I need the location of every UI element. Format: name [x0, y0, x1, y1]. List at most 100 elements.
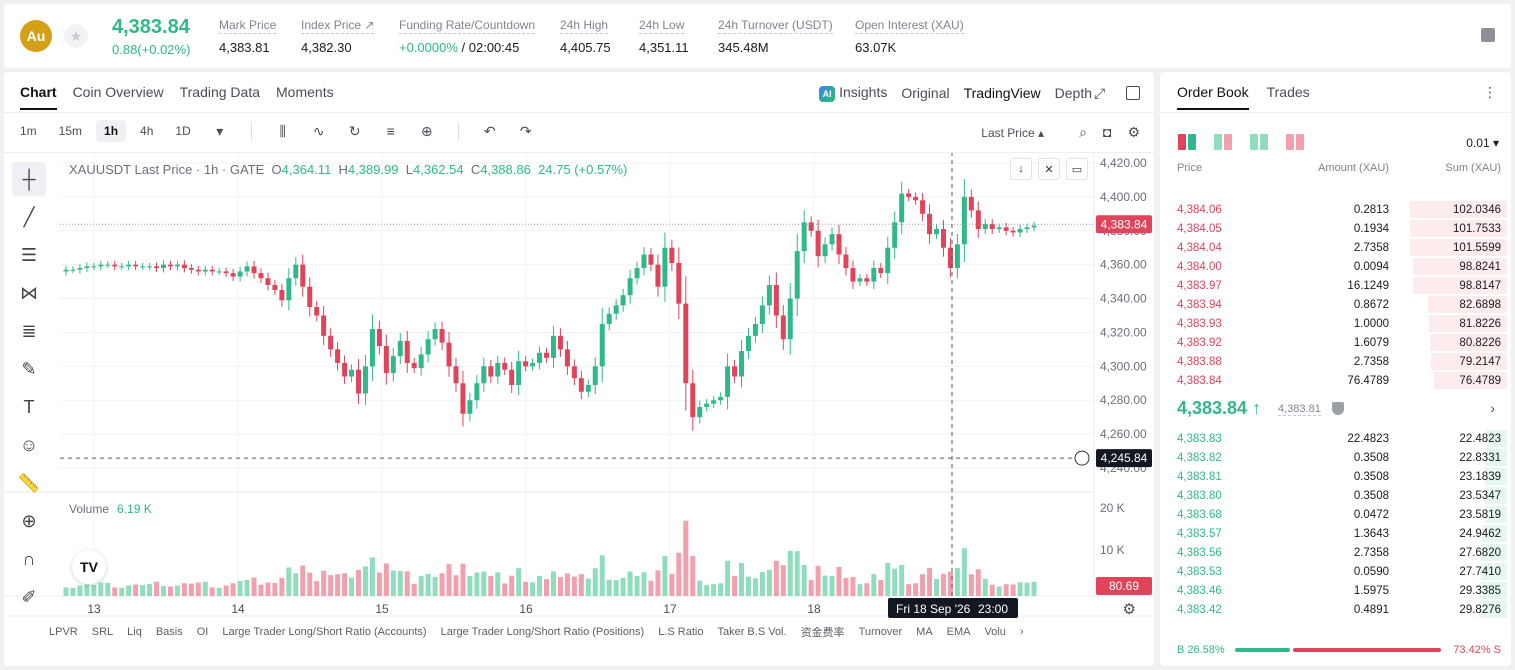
- tab-chart[interactable]: Chart: [20, 84, 57, 110]
- zoom-in-icon[interactable]: ⊕: [21, 510, 37, 531]
- ask-row[interactable]: 4,384.06 0.2813 102.0346: [1160, 200, 1511, 219]
- chart-settings-icon[interactable]: ⚙: [1122, 601, 1136, 618]
- tab-order-book[interactable]: Order Book: [1177, 84, 1249, 110]
- window-icon[interactable]: [1126, 86, 1140, 100]
- emoji-icon[interactable]: ☺: [19, 434, 39, 455]
- tab-moments[interactable]: Moments: [276, 84, 334, 100]
- indicator-ls-ratio[interactable]: L.S Ratio: [658, 626, 704, 638]
- candle-body: [864, 278, 870, 282]
- candles-icon[interactable]: ⫼: [279, 122, 286, 139]
- ask-row[interactable]: 4,383.97 16.1249 98.8147: [1160, 276, 1511, 295]
- refresh-icon[interactable]: ↻: [348, 122, 361, 139]
- bid-row[interactable]: 4,383.82 0.3508 22.8331: [1160, 448, 1511, 467]
- ruler-icon[interactable]: 📏: [17, 472, 41, 493]
- ask-row[interactable]: 4,383.84 76.4789 76.4789: [1160, 371, 1511, 390]
- precision-select[interactable]: 0.01 ▾: [1466, 136, 1499, 150]
- indicator-volume[interactable]: Volu: [984, 626, 1006, 638]
- fib-icon[interactable]: ≣: [21, 320, 37, 341]
- bid-row[interactable]: 4,383.68 0.0472 23.5819: [1160, 505, 1511, 524]
- stat-funding-rate[interactable]: Funding Rate/Countdown +0.0000% / 02:00:…: [399, 18, 536, 55]
- timeframe-1h[interactable]: 1h: [96, 120, 127, 142]
- timeframe-4h[interactable]: 4h: [140, 124, 154, 138]
- chevron-down-icon[interactable]: ▾: [216, 122, 224, 139]
- favorite-star-icon[interactable]: ★: [64, 24, 88, 48]
- indicator-basis[interactable]: Basis: [155, 626, 183, 638]
- indicator-lpvr[interactable]: LPVR: [49, 626, 78, 638]
- undo-icon[interactable]: ↶: [483, 122, 496, 139]
- bid-row[interactable]: 4,383.42 0.4891 29.8276: [1160, 600, 1511, 619]
- bid-row[interactable]: 4,383.81 0.3508 23.1839: [1160, 467, 1511, 486]
- search-icon[interactable]: ⌕: [1079, 124, 1087, 140]
- tab-trading-data[interactable]: Trading Data: [179, 84, 261, 100]
- indicator-oi[interactable]: OI: [196, 626, 209, 638]
- indicator-turnover[interactable]: Turnover: [858, 626, 903, 638]
- price-chart[interactable]: 4,420.004,400.004,380.004,360.004,340.00…: [4, 72, 1154, 666]
- tab-tradingview[interactable]: TradingView: [963, 85, 1041, 101]
- indicator-srl[interactable]: SRL: [91, 626, 114, 638]
- layout-bids-icon[interactable]: [1250, 134, 1268, 150]
- tab-coin-overview[interactable]: Coin Overview: [72, 84, 164, 100]
- gear-icon[interactable]: ⚙: [1127, 124, 1140, 140]
- stat-index-price[interactable]: Index Price ↗ 4,382.30: [301, 18, 375, 55]
- expand-icon[interactable]: ⤢: [1094, 85, 1106, 101]
- bid-row[interactable]: 4,383.80 0.3508 23.5347: [1160, 486, 1511, 505]
- horizontal-lines-icon[interactable]: ☰: [20, 244, 38, 265]
- layout-both-icon[interactable]: [1178, 134, 1196, 150]
- ask-row[interactable]: 4,383.88 2.7358 79.2147: [1160, 352, 1511, 371]
- ask-row[interactable]: 4,384.04 2.7358 101.5599: [1160, 238, 1511, 257]
- brush-icon[interactable]: ✎: [21, 358, 37, 379]
- redo-icon[interactable]: ↷: [519, 122, 532, 139]
- layout-mixed-icon[interactable]: [1214, 134, 1232, 150]
- magnet-icon[interactable]: ∩: [22, 548, 36, 569]
- ask-row[interactable]: 4,383.93 1.0000 81.8226: [1160, 314, 1511, 333]
- indicator-ma[interactable]: MA: [916, 626, 933, 638]
- bid-row[interactable]: 4,383.53 0.0590 27.7410: [1160, 562, 1511, 581]
- tradingview-logo-icon[interactable]: TV: [72, 550, 106, 584]
- bid-row[interactable]: 4,383.57 1.3643 24.9462: [1160, 524, 1511, 543]
- tab-original[interactable]: Original: [901, 85, 950, 101]
- maximize-icon[interactable]: ▭: [1066, 158, 1088, 180]
- tab-insights[interactable]: AI Insights: [819, 84, 887, 102]
- timeframe-1m[interactable]: 1m: [20, 124, 37, 138]
- volume-bar: [307, 572, 313, 596]
- more-icon[interactable]: ⋮: [1483, 84, 1497, 100]
- collapse-icon[interactable]: ✕: [1038, 158, 1060, 180]
- camera-icon[interactable]: ◘: [1102, 124, 1112, 140]
- indicators-icon[interactable]: ∿: [312, 122, 325, 139]
- chevron-right-icon[interactable]: ›: [1019, 626, 1024, 638]
- last-price-select[interactable]: Last Price ▴: [981, 126, 1044, 140]
- candle-body: [523, 361, 529, 367]
- indicator-lt-positions[interactable]: Large Trader Long/Short Ratio (Positions…: [440, 626, 645, 638]
- timeframe-1d[interactable]: 1D: [175, 124, 191, 138]
- crosshair-icon[interactable]: ┼: [12, 162, 46, 196]
- chevron-right-icon[interactable]: ›: [1490, 400, 1495, 416]
- info-book-icon[interactable]: [1481, 28, 1495, 42]
- indicator-lt-accounts[interactable]: Large Trader Long/Short Ratio (Accounts): [222, 626, 427, 638]
- bid-amount: 22.4823: [1347, 432, 1389, 445]
- layout-asks-icon[interactable]: [1286, 134, 1304, 150]
- indicator-funding-rate[interactable]: 资金费率: [800, 627, 845, 639]
- ask-row[interactable]: 4,384.00 0.0094 98.8241: [1160, 257, 1511, 276]
- timeframe-15m[interactable]: 15m: [58, 124, 83, 138]
- bid-row[interactable]: 4,383.46 1.5975 29.3385: [1160, 581, 1511, 600]
- bid-row[interactable]: 4,383.83 22.4823 22.4823: [1160, 429, 1511, 448]
- stat-mark-price[interactable]: Mark Price 4,383.81: [219, 18, 277, 55]
- indicator-liq[interactable]: Liq: [127, 626, 142, 638]
- tab-trades[interactable]: Trades: [1266, 84, 1310, 100]
- add-alert-icon[interactable]: ⊕: [420, 122, 433, 139]
- ask-row[interactable]: 4,383.94 0.8672 82.6898: [1160, 295, 1511, 314]
- ask-price: 4,383.88: [1177, 355, 1222, 368]
- trend-line-icon[interactable]: ╱: [23, 206, 35, 227]
- bid-row[interactable]: 4,383.56 2.7358 27.6820: [1160, 543, 1511, 562]
- pencil-icon[interactable]: ✐: [21, 586, 37, 607]
- stat-open-interest[interactable]: Open Interest (XAU) 63.07K: [855, 18, 964, 55]
- text-icon[interactable]: T: [23, 396, 35, 417]
- scroll-down-icon[interactable]: ↓: [1010, 158, 1032, 180]
- templates-icon[interactable]: ≡: [386, 123, 395, 139]
- indicator-taker-vol[interactable]: Taker B.S Vol.: [717, 626, 787, 638]
- indicator-ema[interactable]: EMA: [946, 626, 971, 638]
- tab-depth[interactable]: Depth: [1054, 85, 1092, 101]
- ask-row[interactable]: 4,383.92 1.6079 80.8226: [1160, 333, 1511, 352]
- ask-row[interactable]: 4,384.05 0.1934 101.7533: [1160, 219, 1511, 238]
- pattern-icon[interactable]: ⋈: [20, 282, 38, 303]
